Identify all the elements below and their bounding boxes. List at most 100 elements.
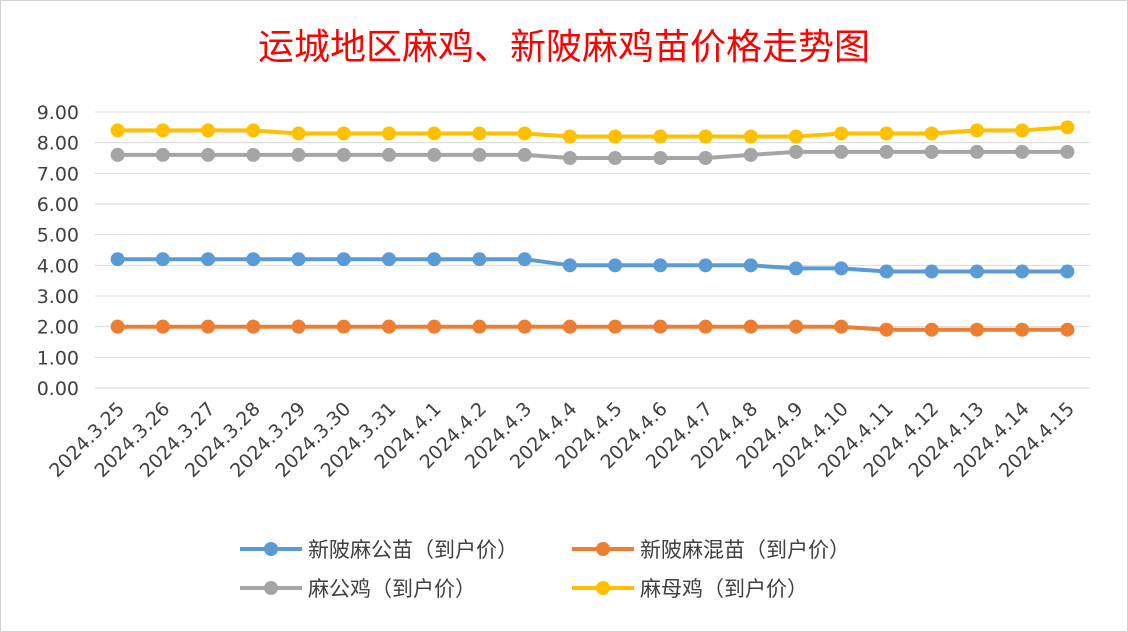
legend-label: 新陂麻混苗（到户价）: [640, 538, 850, 562]
data-point: [562, 258, 577, 273]
data-point: [427, 147, 442, 162]
data-point: [743, 147, 758, 162]
data-point: [472, 319, 487, 334]
data-point: [381, 147, 396, 162]
data-point: [336, 147, 351, 162]
data-point: [291, 147, 306, 162]
legend-point-marker: [264, 542, 278, 556]
data-point: [879, 264, 894, 279]
data-point: [336, 126, 351, 141]
data-point: [698, 151, 713, 165]
data-point: [653, 319, 668, 334]
data-point: [291, 252, 306, 267]
series-line: [115, 149, 1070, 160]
legend-item: 麻母鸡（到户价）: [572, 577, 808, 601]
data-point: [291, 126, 306, 141]
data-point: [789, 129, 804, 144]
chart-title: 运城地区麻鸡、新陂麻鸡苗价格走势图: [257, 27, 870, 68]
data-point: [924, 322, 939, 337]
data-point: [472, 252, 487, 267]
y-tick-label: 9.00: [37, 102, 79, 124]
data-point: [969, 123, 984, 138]
legend-label: 麻公鸡（到户价）: [308, 577, 476, 601]
data-point: [110, 123, 125, 138]
data-point: [608, 151, 623, 165]
data-point: [879, 322, 894, 337]
y-tick-label: 3.00: [37, 286, 79, 308]
data-point: [653, 129, 668, 144]
data-point: [517, 126, 532, 141]
legend-item: 新陂麻公苗（到户价）: [240, 538, 518, 562]
data-point: [110, 147, 125, 162]
series-points: [110, 120, 1075, 337]
data-point: [879, 144, 894, 159]
data-point: [834, 126, 849, 141]
data-point: [381, 252, 396, 267]
data-point: [834, 319, 849, 334]
y-tick-label: 8.00: [37, 133, 79, 155]
series-line: [115, 125, 1070, 139]
data-point: [155, 123, 170, 138]
data-point: [201, 319, 216, 334]
data-point: [653, 151, 668, 165]
data-point: [381, 319, 396, 334]
data-point: [834, 144, 849, 159]
data-point: [201, 147, 216, 162]
data-point: [381, 126, 396, 141]
data-point: [969, 322, 984, 337]
y-tick-label: 5.00: [37, 225, 79, 247]
legend-item: 麻公鸡（到户价）: [240, 577, 476, 601]
data-point: [1060, 120, 1075, 135]
data-point: [562, 151, 577, 165]
data-point: [291, 319, 306, 334]
legend-point-marker: [596, 581, 610, 595]
y-tick-label: 6.00: [37, 194, 79, 216]
data-point: [562, 129, 577, 144]
data-point: [789, 144, 804, 159]
legend-item: 新陂麻混苗（到户价）: [572, 538, 850, 562]
data-point: [698, 258, 713, 273]
data-point: [517, 147, 532, 162]
data-point: [246, 252, 261, 267]
data-point: [427, 252, 442, 267]
data-point: [155, 147, 170, 162]
data-point: [789, 319, 804, 334]
data-point: [472, 126, 487, 141]
y-axis-ticks: 0.00 1.00 2.00 3.00 4.00 5.00 6.00 7.00 8.00 9.00: [37, 102, 79, 400]
data-point: [924, 126, 939, 141]
data-point: [1015, 322, 1030, 337]
data-point: [969, 264, 984, 279]
data-point: [155, 319, 170, 334]
data-point: [246, 147, 261, 162]
series-line: [115, 324, 1070, 332]
data-point: [653, 258, 668, 273]
data-point: [246, 319, 261, 334]
data-point: [110, 319, 125, 334]
legend-label: 麻母鸡（到户价）: [640, 577, 808, 601]
data-point: [517, 319, 532, 334]
y-tick-label: 4.00: [37, 255, 79, 277]
data-point: [1015, 264, 1030, 279]
data-point: [562, 319, 577, 334]
data-point: [969, 144, 984, 159]
legend-point-marker: [596, 542, 610, 556]
series-lines: [115, 125, 1070, 332]
data-point: [427, 126, 442, 141]
data-point: [1015, 144, 1030, 159]
data-point: [1060, 144, 1075, 159]
data-point: [517, 252, 532, 267]
data-point: [834, 261, 849, 276]
data-point: [1015, 123, 1030, 138]
data-point: [698, 319, 713, 334]
data-point: [879, 126, 894, 141]
legend: 新陂麻公苗（到户价） 新陂麻混苗（到户价） 麻公鸡（到户价） 麻母鸡（到户价）: [240, 538, 850, 601]
data-point: [201, 252, 216, 267]
data-point: [472, 147, 487, 162]
data-point: [924, 144, 939, 159]
data-point: [201, 123, 216, 138]
y-tick-label: 0.00: [37, 378, 79, 400]
data-point: [1060, 322, 1075, 337]
data-point: [336, 252, 351, 267]
